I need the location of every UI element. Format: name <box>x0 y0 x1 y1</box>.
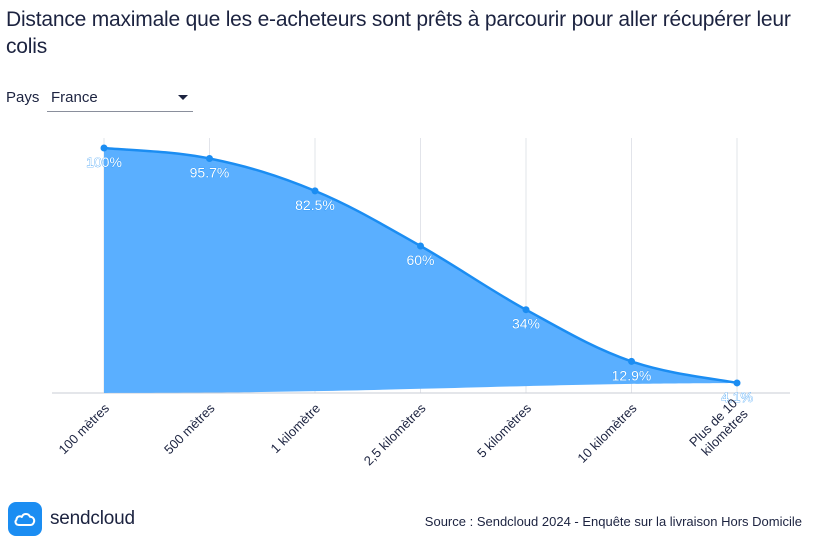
svg-text:100 mètres: 100 mètres <box>56 400 113 457</box>
svg-text:10 kilomètres: 10 kilomètres <box>574 400 640 466</box>
data-point-0 <box>100 144 108 152</box>
chevron-down-icon <box>178 95 188 100</box>
x-tick-label-0: 100 mètres <box>56 400 113 457</box>
logo-text: sendcloud <box>50 508 135 529</box>
sendcloud-logo: sendcloud <box>8 502 135 536</box>
data-label-1: 95.7% <box>190 165 230 181</box>
x-tick-label-4: 5 kilomètres <box>474 400 535 461</box>
x-tick-label-2: 1 kilomètre <box>268 401 324 457</box>
cloud-icon <box>8 502 42 536</box>
x-tick-label-5: 10 kilomètres <box>574 400 640 466</box>
data-point-6 <box>733 379 741 387</box>
data-label-6: 4.1% <box>721 389 753 405</box>
country-select[interactable]: France <box>47 84 193 112</box>
data-point-5 <box>628 357 635 365</box>
chart-title: Distance maximale que les e-acheteurs so… <box>6 8 791 58</box>
data-point-1 <box>206 155 213 163</box>
x-tick-label-3: 2,5 kilomètres <box>361 400 429 468</box>
data-label-0: 100% <box>86 154 122 170</box>
data-label-3: 60% <box>406 252 434 268</box>
svg-text:2,5 kilomètres: 2,5 kilomètres <box>361 400 429 468</box>
data-point-4 <box>522 306 530 314</box>
data-label-4: 34% <box>512 316 540 332</box>
area-fill <box>104 148 737 393</box>
country-filter-label: Pays <box>6 89 40 106</box>
country-select-value: France <box>51 89 98 106</box>
svg-text:500 mètres: 500 mètres <box>161 400 218 457</box>
data-point-2 <box>311 187 319 195</box>
data-label-2: 82.5% <box>295 197 335 213</box>
svg-text:1 kilomètre: 1 kilomètre <box>268 401 324 457</box>
data-label-5: 12.9% <box>612 367 652 383</box>
svg-text:5 kilomètres: 5 kilomètres <box>474 400 535 461</box>
x-tick-label-1: 500 mètres <box>161 400 218 457</box>
source-note: Source : Sendcloud 2024 - Enquête sur la… <box>424 514 802 529</box>
data-point-3 <box>417 242 424 250</box>
